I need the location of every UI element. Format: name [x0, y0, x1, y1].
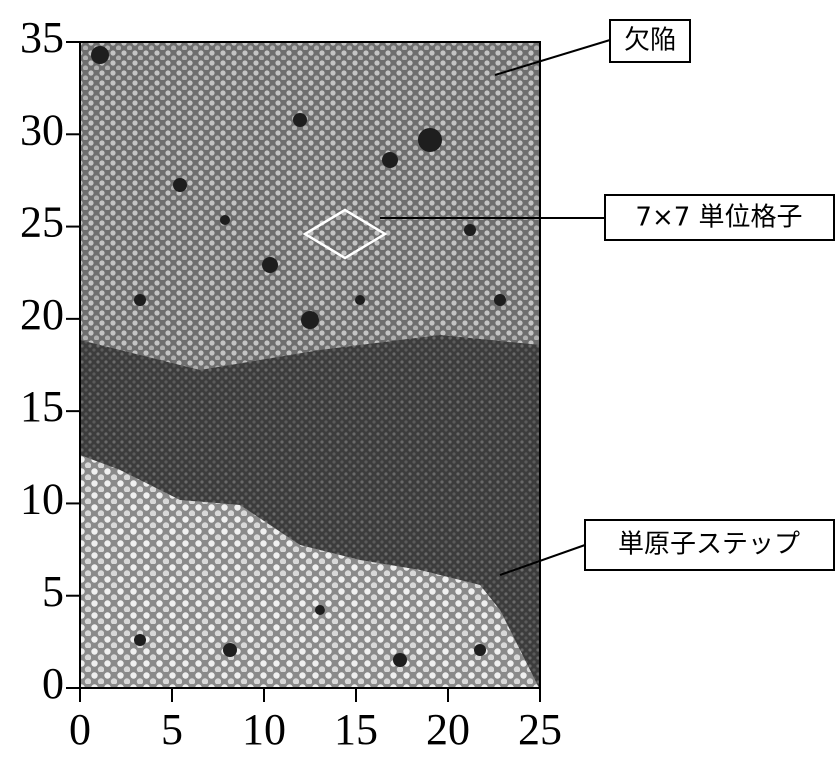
y-tick-label: 10 — [20, 475, 64, 524]
chart: 欠陥 7×7 単位格子 単原子ステップ 0 5 10 15 20 25 30 35 0 5 10 15… — [0, 0, 836, 764]
y-tick-label: 5 — [42, 567, 64, 616]
annotation: 単原子ステップ — [618, 530, 800, 560]
y-tick-label: 25 — [20, 198, 64, 247]
y-tick-label: 15 — [20, 382, 64, 431]
annotation: 7×7 単位格子 — [635, 203, 802, 233]
annotation: 欠陥 — [624, 26, 676, 56]
y-tick-label: 0 — [42, 659, 64, 708]
y-tick-label: 20 — [20, 290, 64, 339]
x-tick-label: 10 — [242, 705, 286, 754]
y-tick-label: 30 — [20, 105, 64, 154]
x-tick-label: 20 — [426, 705, 470, 754]
stm-image — [80, 42, 540, 690]
x-tick-label: 0 — [69, 705, 91, 754]
y-tick-label: 35 — [20, 13, 64, 62]
x-tick-label: 15 — [334, 705, 378, 754]
x-tick-label: 5 — [161, 705, 183, 754]
annotation-boxes — [585, 20, 834, 570]
x-tick-label: 25 — [518, 705, 562, 754]
